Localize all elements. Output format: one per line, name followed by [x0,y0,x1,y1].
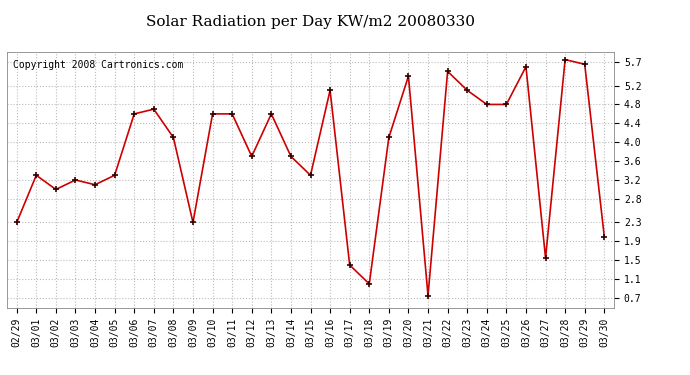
Text: Copyright 2008 Cartronics.com: Copyright 2008 Cartronics.com [13,60,184,70]
Text: Solar Radiation per Day KW/m2 20080330: Solar Radiation per Day KW/m2 20080330 [146,15,475,29]
